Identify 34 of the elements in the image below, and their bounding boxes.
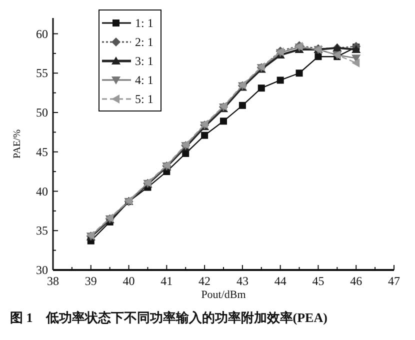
point xyxy=(314,53,322,60)
point xyxy=(220,118,227,125)
x-tick-label: 40 xyxy=(122,274,135,288)
point xyxy=(238,102,246,109)
x-tick-label: 46 xyxy=(350,274,362,288)
legend-label: 2: 1 xyxy=(135,35,154,49)
x-tick-label: 38 xyxy=(47,274,59,288)
x-tick-label: 39 xyxy=(84,274,97,288)
point xyxy=(182,150,190,157)
y-axis-title: PAE/% xyxy=(12,129,23,159)
legend-label: 5: 1 xyxy=(135,92,154,106)
point xyxy=(201,132,208,139)
x-axis-title: Pout/dBm xyxy=(201,289,246,301)
point xyxy=(296,70,303,77)
x-tick-label: 42 xyxy=(198,274,211,288)
x-tick-label: 44 xyxy=(274,274,286,288)
caption: 图 1 低功率状态下不同功率输入的功率附加效率(PEA) xyxy=(10,310,328,325)
legend-label: 4: 1 xyxy=(135,73,154,87)
y-tick-label: 30 xyxy=(36,263,48,277)
point xyxy=(276,76,284,84)
x-tick-label: 43 xyxy=(236,274,248,288)
legend-label: 1: 1 xyxy=(135,16,154,30)
y-tick-label: 50 xyxy=(36,106,48,120)
point xyxy=(258,84,265,92)
y-tick-label: 45 xyxy=(36,144,48,159)
y-tick-label: 35 xyxy=(36,224,48,238)
x-tick-label: 47 xyxy=(388,274,400,288)
x-tick-label: 45 xyxy=(312,274,324,288)
y-tick-label: 40 xyxy=(36,184,48,198)
legend-label: 3: 1 xyxy=(135,54,154,68)
x-tick-label: 41 xyxy=(160,274,173,288)
point xyxy=(352,58,360,68)
y-tick-label: 60 xyxy=(36,26,48,41)
y-tick-label: 55 xyxy=(36,66,48,80)
